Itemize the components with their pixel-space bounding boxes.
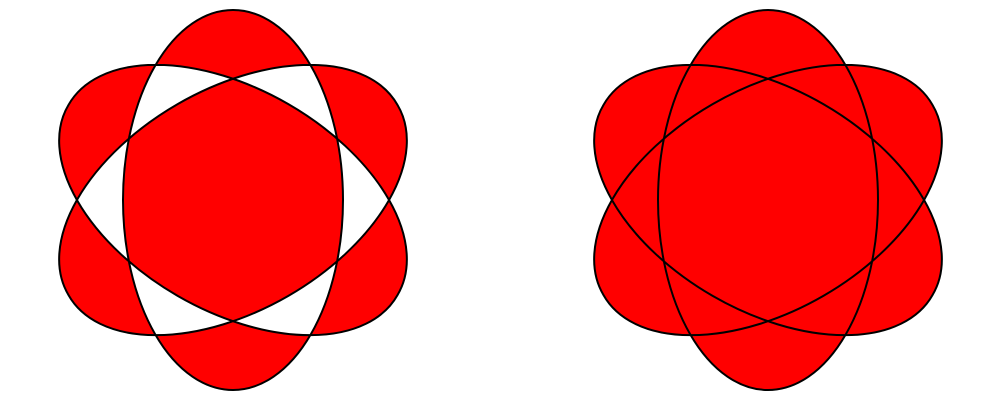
star-shape-evenodd	[58, 8, 408, 392]
star-shape-nonzero	[593, 8, 943, 392]
three-ellipse-star-path-evenodd	[58, 8, 408, 392]
three-ellipse-star-path-nonzero	[593, 8, 943, 392]
